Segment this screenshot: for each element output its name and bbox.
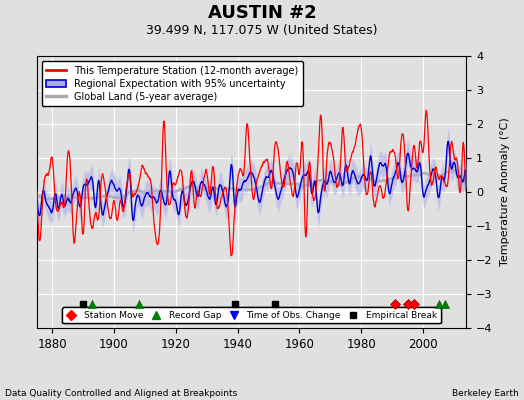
Text: Data Quality Controlled and Aligned at Breakpoints: Data Quality Controlled and Aligned at B… (5, 389, 237, 398)
Text: Berkeley Earth: Berkeley Earth (452, 389, 519, 398)
Y-axis label: Temperature Anomaly (°C): Temperature Anomaly (°C) (499, 118, 509, 266)
Text: 39.499 N, 117.075 W (United States): 39.499 N, 117.075 W (United States) (146, 24, 378, 37)
Text: AUSTIN #2: AUSTIN #2 (208, 4, 316, 22)
Legend: Station Move, Record Gap, Time of Obs. Change, Empirical Break: Station Move, Record Gap, Time of Obs. C… (62, 307, 441, 324)
